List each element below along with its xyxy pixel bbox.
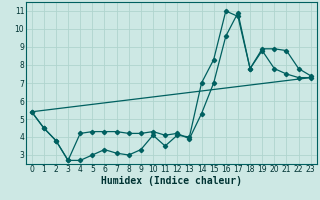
X-axis label: Humidex (Indice chaleur): Humidex (Indice chaleur) [101,176,242,186]
